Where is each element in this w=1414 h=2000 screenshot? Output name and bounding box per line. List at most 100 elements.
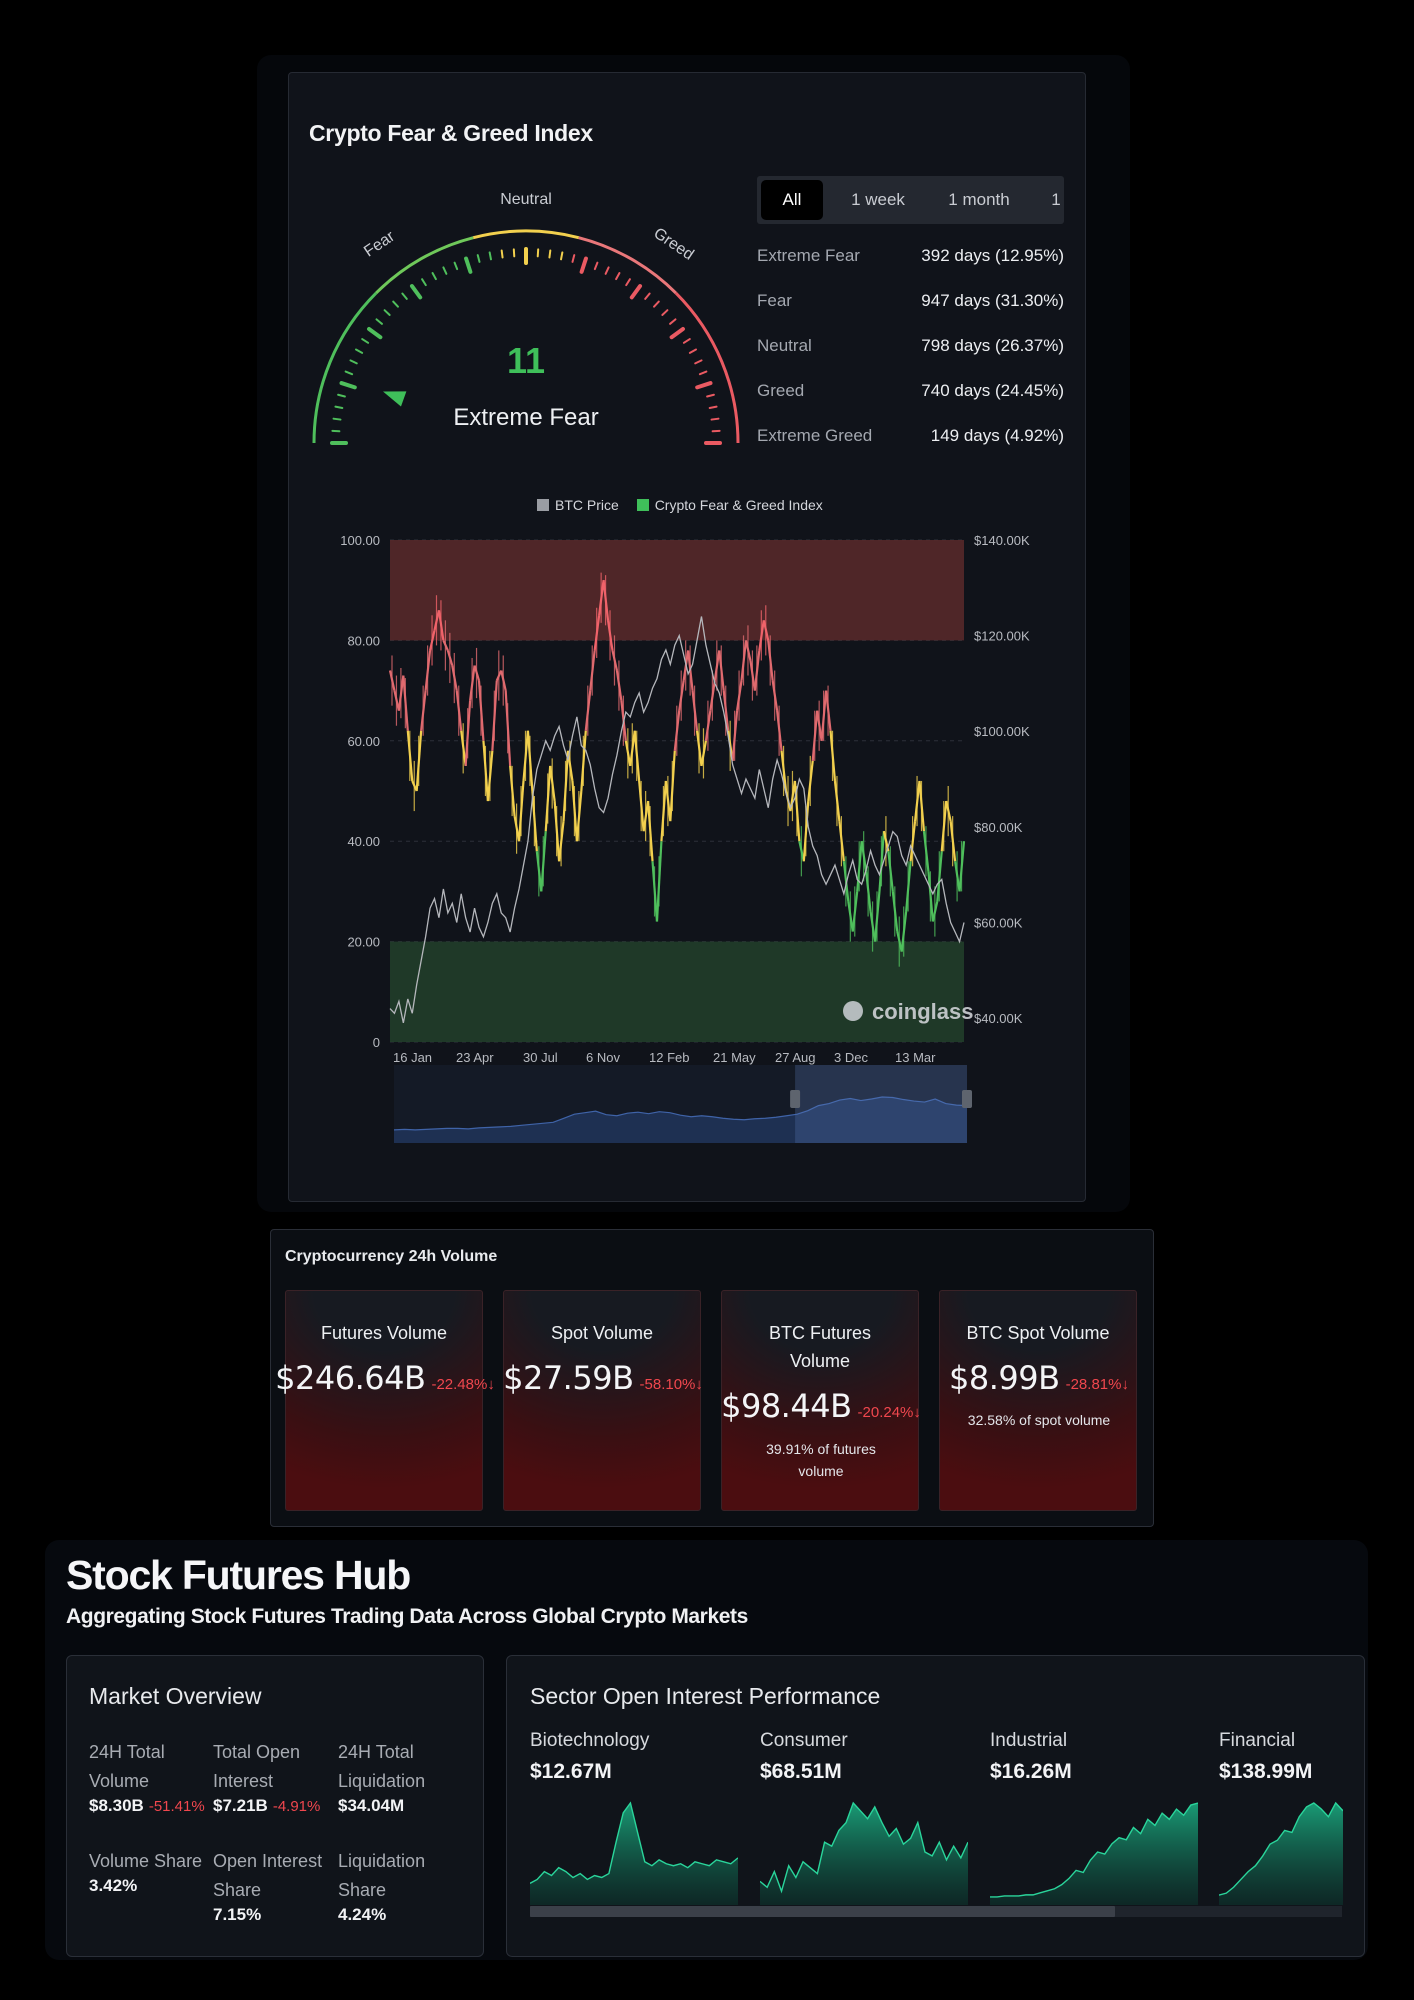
gauge-tick <box>604 266 610 275</box>
metric-change: -4.91% <box>272 1798 321 1815</box>
gauge-tick <box>669 318 677 325</box>
gauge-tick <box>431 271 437 281</box>
x-tick-label: 12 Feb <box>649 1050 689 1065</box>
coinglass-logo-icon <box>843 1001 863 1021</box>
volume-title: Cryptocurrency 24h Volume <box>285 1248 498 1265</box>
x-tick-label: 27 Aug <box>775 1050 816 1065</box>
y-right-tick-label: $80.00K <box>974 820 1023 835</box>
gauge-tick <box>337 393 346 398</box>
sparkline-area <box>530 1803 738 1905</box>
gauge-tick <box>688 348 698 354</box>
sector-scrollbar[interactable] <box>530 1906 1342 1917</box>
gauge-tick <box>442 266 448 275</box>
gauge-tick <box>409 284 423 300</box>
metric-label: Volume Share <box>89 1851 203 1871</box>
gauge-tick <box>421 278 427 287</box>
metric-label: 24H Total Liquidation <box>338 1742 426 1791</box>
gauge-tick <box>644 292 651 300</box>
y-right-tick-label: $120.00K <box>974 629 1030 644</box>
fear-greed-history-chart[interactable]: 100.00 80.00 60.00 40.00 20.00 0 $140.00K $120.… <box>320 525 1060 1145</box>
stat-label: Fear <box>757 291 792 310</box>
sector-consumer[interactable]: Consumer $68.51M <box>760 1730 970 1784</box>
volume-value: $98.44B <box>721 1387 852 1425</box>
hub-title: Stock Futures Hub <box>66 1552 411 1598</box>
gauge-tick <box>367 326 383 340</box>
gauge-tick <box>464 256 473 274</box>
metric-value-line: 3.42% <box>89 1876 213 1896</box>
gauge-tick <box>332 417 342 421</box>
sentiment-zone <box>390 540 964 641</box>
metric-24h-total-volume: 24H Total Volume $8.30B -51.41% <box>89 1738 213 1816</box>
sparkline-financial <box>1219 1801 1343 1905</box>
volume-value-line: $27.59B -58.10%↓ <box>490 1359 716 1397</box>
gauge-tick <box>629 284 643 300</box>
gauge-tick <box>708 405 718 409</box>
tab-1-week[interactable]: 1 week <box>851 190 905 209</box>
tab-all[interactable]: All <box>761 180 823 220</box>
sparkline-line <box>530 1801 738 1884</box>
fear-greed-title: Crypto Fear & Greed Index <box>309 120 593 146</box>
sector-industrial[interactable]: Industrial $16.26M <box>990 1730 1200 1784</box>
stat-value: 149 days (4.92%) <box>930 426 1064 445</box>
metric-value: 4.24% <box>338 1905 387 1924</box>
y-right-tick-label: $100.00K <box>974 724 1030 739</box>
sparkline-line <box>760 1801 968 1894</box>
volume-value-line: $98.44B -20.24%↓ <box>708 1387 934 1425</box>
gauge-tick <box>653 300 660 308</box>
sector-value: $16.26M <box>990 1760 1072 1783</box>
sentiment-zone <box>390 941 964 1042</box>
watermark-text: coinglass <box>872 999 973 1024</box>
down-arrow-icon: ↓ <box>913 1404 921 1421</box>
y-left-tick-label: 0 <box>373 1035 380 1050</box>
sentiment-stats: Extreme Fear 392 days (12.95%) Fear 947 … <box>757 240 1064 465</box>
gauge-tick <box>453 261 459 271</box>
volume-box-title: BTC Spot Volume <box>966 1323 1110 1343</box>
metric-open-interest-share: Open Interest Share 7.15% <box>213 1847 337 1925</box>
gauge-tick <box>571 254 576 263</box>
volume-box-spot: Spot Volume $27.59B -58.10%↓ <box>503 1290 703 1511</box>
sector-performance-title: Sector Open Interest Performance <box>530 1683 881 1709</box>
chart-axes: 100.00 80.00 60.00 40.00 20.00 0 $140.00K $120.… <box>340 533 1030 1065</box>
gauge-tick <box>661 309 669 316</box>
stat-label: Extreme Fear <box>757 246 860 265</box>
navigator-area <box>394 1097 967 1143</box>
gauge-tick <box>615 271 621 281</box>
sparkline-line <box>990 1802 1198 1898</box>
gauge-arc <box>674 292 740 444</box>
gauge-tick <box>548 249 552 259</box>
sector-name: Biotechnology <box>530 1730 650 1751</box>
gauge-arc <box>375 236 474 295</box>
gauge-label-greed: Greed <box>650 225 696 264</box>
gauge-tick <box>560 251 564 261</box>
y-left-tick-label: 80.00 <box>347 633 380 648</box>
range-navigator[interactable] <box>393 1065 972 1143</box>
stat-value: 798 days (26.37%) <box>921 336 1064 355</box>
metric-value-line: $8.30B -51.41% <box>89 1796 213 1816</box>
gauge-tick <box>694 359 703 365</box>
tab-1-month[interactable]: 1 month <box>948 190 1010 209</box>
sparkline-area <box>1219 1803 1343 1905</box>
metric-label: Open Interest Share <box>213 1851 323 1900</box>
btc-price-line <box>389 616 965 1024</box>
metric-value: $34.04M <box>338 1796 405 1815</box>
metric-liquidation-share: Liquidation Share 4.24% <box>338 1847 462 1925</box>
stat-label: Neutral <box>757 336 812 355</box>
legend-item-btc-price[interactable]: BTC Price <box>537 497 619 513</box>
gauge-tick <box>476 254 481 263</box>
legend-item-fear-greed-index[interactable]: Crypto Fear & Greed Index <box>636 497 823 513</box>
sector-value: $138.99M <box>1219 1760 1313 1783</box>
gauge-tick <box>488 251 492 261</box>
coinglass-watermark: coinglass <box>843 999 973 1024</box>
metric-value-line: 7.15% <box>213 1905 337 1925</box>
sector-value: $12.67M <box>530 1760 612 1783</box>
volume-box-title: BTC Futures Volume <box>768 1323 872 1371</box>
tab-more[interactable]: 1 <box>1051 190 1061 209</box>
sector-biotechnology[interactable]: Biotechnology $12.67M <box>530 1730 740 1784</box>
x-tick-label: 6 Nov <box>586 1050 620 1065</box>
sector-scrollbar-thumb[interactable] <box>530 1906 1115 1917</box>
sector-value: $68.51M <box>760 1760 842 1783</box>
volume-box-futures: Futures Volume $246.64B -22.48%↓ <box>275 1290 495 1511</box>
x-tick-label: 16 Jan <box>393 1050 432 1065</box>
sector-financial[interactable]: Financial $138.99M <box>1219 1730 1349 1784</box>
metric-label: Total Open Interest <box>213 1742 301 1791</box>
